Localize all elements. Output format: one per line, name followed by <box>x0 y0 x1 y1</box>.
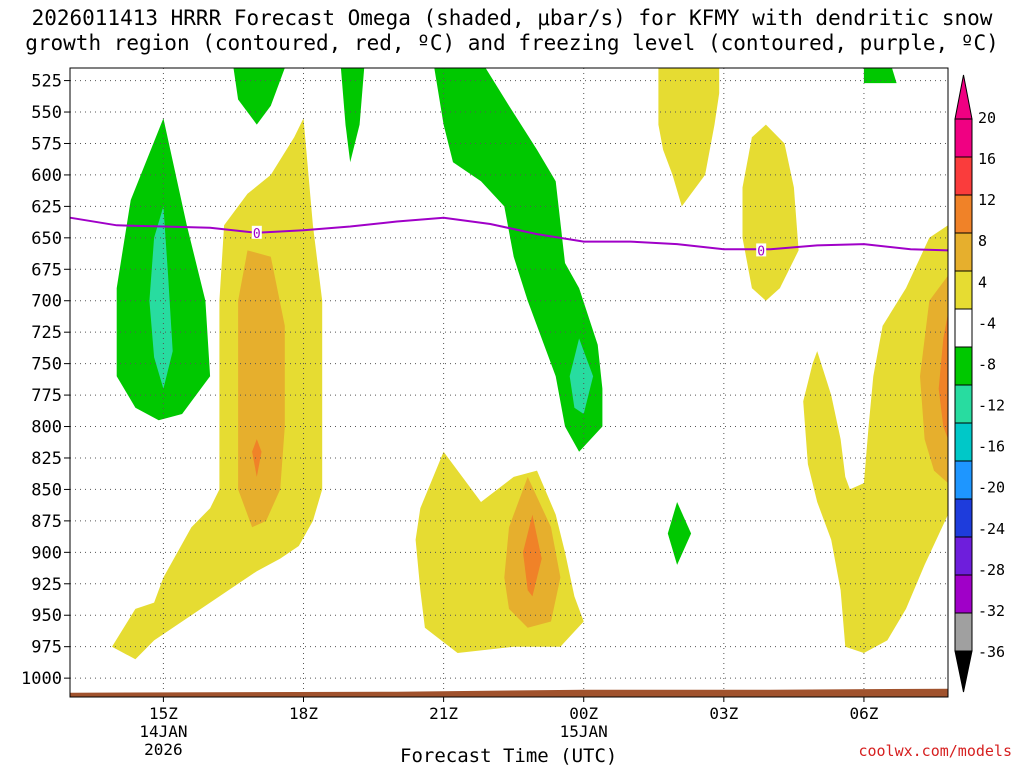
colorbar-label: 16 <box>978 150 996 168</box>
ground-fill <box>70 688 948 697</box>
x-tick-year: 2026 <box>144 740 183 759</box>
omega-region-6 <box>667 502 692 565</box>
x-tick-label: 03Z <box>709 704 738 723</box>
omega-region-2 <box>233 68 285 125</box>
x-tick-date: 14JAN <box>139 722 187 741</box>
colorbar-label: -32 <box>978 602 1005 620</box>
colorbar-segment <box>954 498 973 538</box>
y-tick-label: 875 <box>31 512 62 532</box>
colorbar-label: -8 <box>978 355 996 373</box>
colorbar-segment <box>954 308 973 348</box>
y-tick-label: 800 <box>31 418 62 438</box>
freezing-level-label: 0 <box>253 227 261 242</box>
omega-shaded-regions <box>112 68 948 660</box>
plot-frame <box>69 67 949 698</box>
colorbar-segment <box>954 574 973 614</box>
omega-region-4 <box>434 68 603 452</box>
freezing-level-contour: 00 <box>69 216 949 259</box>
colorbar-label: 8 <box>978 232 987 250</box>
y-tick-label: 775 <box>31 386 62 406</box>
y-tick-label: 550 <box>31 103 62 123</box>
omega-region-3 <box>340 68 365 163</box>
omega-region-13 <box>523 514 542 597</box>
colorbar: 20 16 12 8 4 -4 -8 -12 -16 -20 -24 -28 -32 -36 <box>954 74 1005 693</box>
colorbar-high-arrow <box>954 74 973 120</box>
omega-region-14 <box>658 68 720 207</box>
y-tick-label: 900 <box>31 543 62 563</box>
y-tick-label: 625 <box>31 197 62 217</box>
y-tick-label: 950 <box>31 606 62 626</box>
x-tick-label: 18Z <box>289 704 318 723</box>
colorbar-segment <box>954 118 973 158</box>
colorbar-label: -16 <box>978 438 1005 456</box>
freezing-label-bg <box>251 225 262 239</box>
colorbar-segment <box>954 384 973 424</box>
colorbar-label: -36 <box>978 643 1005 661</box>
colorbar-segment <box>954 460 973 500</box>
y-tick-label: 975 <box>31 638 62 658</box>
omega-region-16 <box>803 225 948 654</box>
site-credit: coolwx.com/models <box>858 742 1012 760</box>
freezing-level-label: 0 <box>757 244 765 259</box>
x-tick-label: 15Z <box>149 704 178 723</box>
x-axis-title: Forecast Time (UTC) <box>400 745 618 767</box>
x-tick-label: 00Z <box>569 704 598 723</box>
colorbar-label: 20 <box>978 109 996 127</box>
colorbar-label: 4 <box>978 273 987 291</box>
colorbar-segment <box>954 422 973 462</box>
omega-region-17 <box>920 275 948 484</box>
colorbar-segment <box>954 232 973 272</box>
y-tick-label: 825 <box>31 449 62 469</box>
colorbar-label: -28 <box>978 561 1005 579</box>
y-tick-label: 575 <box>31 134 62 154</box>
y-tick-label: 925 <box>31 575 62 595</box>
colorbar-segment <box>954 536 973 576</box>
freezing-label-bg <box>756 243 767 257</box>
omega-region-1 <box>149 206 173 389</box>
colorbar-segment <box>954 612 973 652</box>
chart-title-line-2: growth region (contoured, red, ºC) and f… <box>25 31 999 55</box>
freezing-level-line <box>69 216 949 252</box>
x-tick-date: 15JAN <box>560 722 608 741</box>
y-tick-label: 650 <box>31 229 62 249</box>
x-tick-label: 06Z <box>849 704 878 723</box>
colorbar-label: -4 <box>978 314 996 332</box>
colorbar-segment <box>954 194 973 234</box>
chart-title-line-1: 2026011413 HRRR Forecast Omega (shaded, … <box>31 6 993 30</box>
colorbar-segment <box>954 346 973 386</box>
colorbar-segment <box>954 270 973 310</box>
y-tick-label: 600 <box>31 166 62 186</box>
y-tick-label: 675 <box>31 260 62 280</box>
colorbar-label: -24 <box>978 520 1005 538</box>
x-tick-label: 21Z <box>429 704 458 723</box>
omega-region-8 <box>112 118 323 660</box>
omega-region-10 <box>252 439 262 477</box>
y-tick-label: 700 <box>31 292 62 312</box>
omega-region-15 <box>742 124 799 301</box>
omega-region-9 <box>238 250 285 528</box>
y-tick-label: 725 <box>31 323 62 343</box>
colorbar-low-arrow <box>954 650 973 693</box>
omega-region-18 <box>938 313 948 440</box>
y-tick-label: 1000 <box>21 669 62 689</box>
terrain-ground <box>70 688 948 697</box>
colorbar-segment <box>954 156 973 196</box>
omega-region-7 <box>863 68 897 84</box>
colorbar-label: -20 <box>978 479 1005 497</box>
colorbar-label: -12 <box>978 397 1005 415</box>
y-axis-labels: 525 550 575 600 625 650 675 700 725 750 775 800 825 8… <box>21 72 70 689</box>
y-tick-label: 750 <box>31 355 62 375</box>
colorbar-label: 12 <box>978 191 996 209</box>
y-tick-label: 850 <box>31 480 62 500</box>
y-tick-label: 525 <box>31 72 62 92</box>
